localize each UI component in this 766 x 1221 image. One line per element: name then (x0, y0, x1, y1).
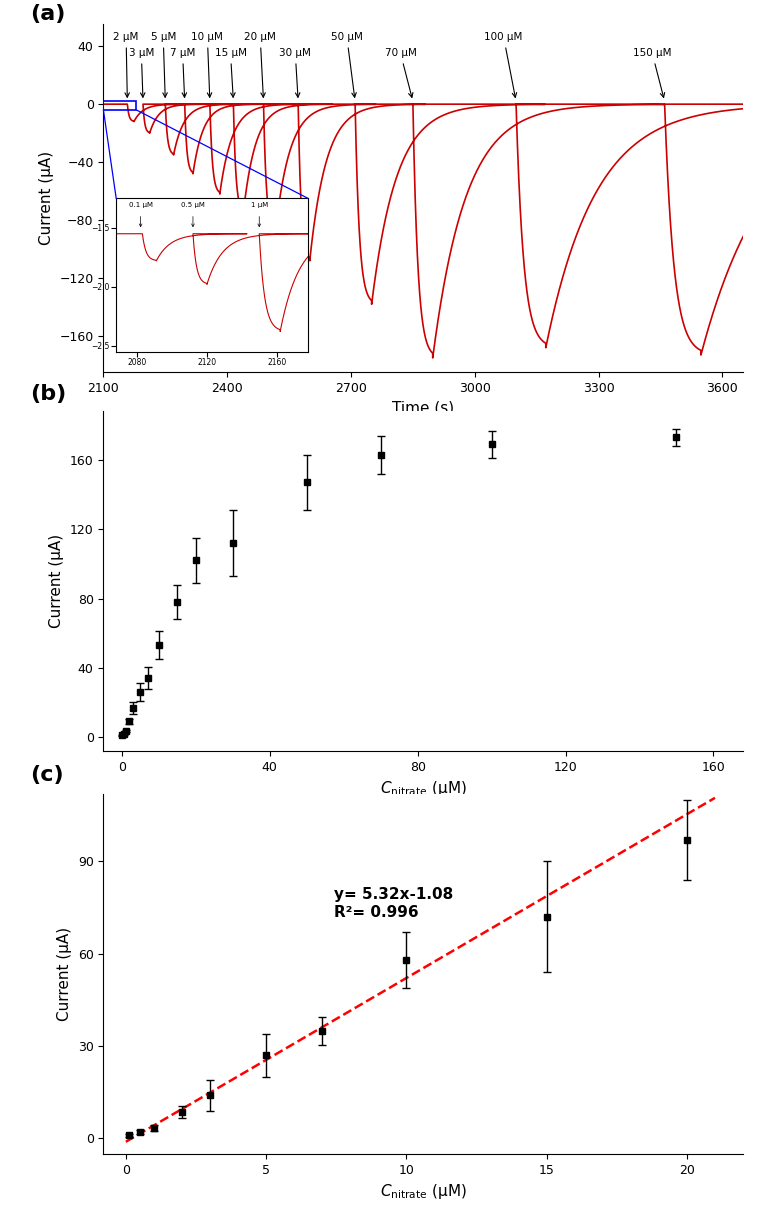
Y-axis label: Current (μA): Current (μA) (57, 927, 72, 1021)
Text: 2 μM: 2 μM (113, 33, 139, 98)
Y-axis label: Current (μA): Current (μA) (39, 151, 54, 245)
Text: 5 μM: 5 μM (151, 33, 176, 98)
Text: 100 μM: 100 μM (484, 33, 523, 98)
Text: 150 μM: 150 μM (633, 49, 672, 98)
Text: 15 μM: 15 μM (214, 49, 247, 98)
Text: (b): (b) (30, 385, 66, 404)
X-axis label: $C_{\mathrm{nitrate}}$ (μM): $C_{\mathrm{nitrate}}$ (μM) (380, 779, 466, 799)
X-axis label: Time (s): Time (s) (392, 400, 454, 415)
Y-axis label: Current (μA): Current (μA) (49, 534, 64, 629)
Text: 10 μM: 10 μM (192, 33, 224, 98)
Text: 50 μM: 50 μM (331, 33, 363, 98)
Text: 20 μM: 20 μM (244, 33, 277, 98)
Text: 7 μM: 7 μM (170, 49, 195, 98)
Text: (a): (a) (30, 4, 65, 23)
Text: 3 μM: 3 μM (129, 49, 154, 98)
Text: 70 μM: 70 μM (385, 49, 417, 98)
Text: 30 μM: 30 μM (280, 49, 311, 98)
Text: (c): (c) (30, 764, 64, 785)
Bar (103, 101, 136, 110)
X-axis label: $C_{\mathrm{nitrate}}$ (μM): $C_{\mathrm{nitrate}}$ (μM) (380, 1182, 466, 1201)
Text: y= 5.32x-1.08
R²= 0.996: y= 5.32x-1.08 R²= 0.996 (334, 888, 453, 919)
